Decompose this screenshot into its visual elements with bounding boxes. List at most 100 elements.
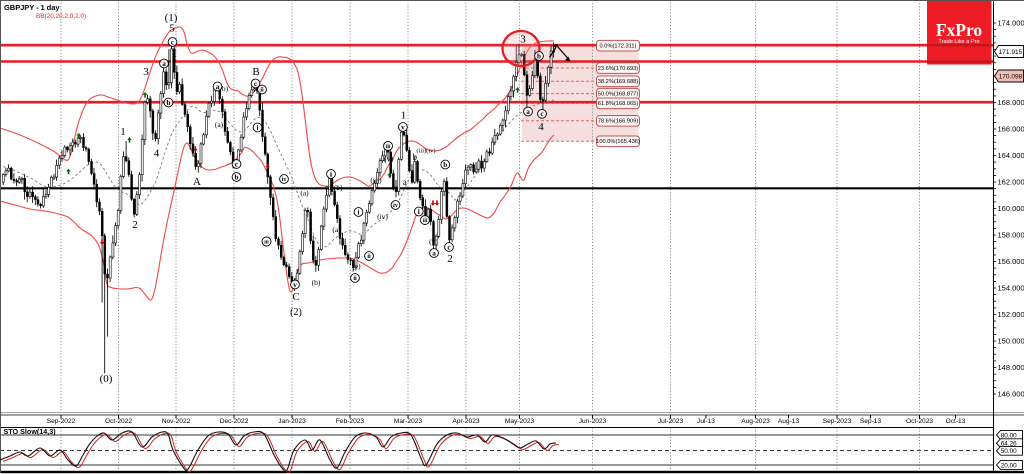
svg-text:(2): (2)	[290, 307, 302, 318]
svg-text:166.000: 166.000	[998, 125, 1024, 134]
svg-text:Oct-2022: Oct-2022	[105, 418, 132, 425]
svg-text:iii: iii	[423, 218, 428, 224]
svg-text:Nov-2022: Nov-2022	[162, 418, 191, 425]
svg-text:FxPro: FxPro	[936, 20, 983, 40]
svg-text:c: c	[235, 160, 239, 168]
svg-text:GBPJPY - 1 day: GBPJPY - 1 day	[4, 3, 60, 12]
svg-text:4: 4	[154, 148, 160, 160]
svg-text:Jul-2023: Jul-2023	[658, 418, 684, 425]
svg-text:162.000: 162.000	[998, 178, 1024, 187]
svg-text:c: c	[540, 110, 544, 118]
svg-text:iii: iii	[386, 144, 391, 150]
svg-text:Aug-2023: Aug-2023	[741, 418, 770, 425]
svg-text:Sep-2023: Sep-2023	[823, 418, 852, 425]
svg-text:(v): (v)	[384, 155, 394, 164]
svg-text:168.000: 168.000	[998, 98, 1024, 107]
svg-text:May-2023: May-2023	[505, 418, 535, 425]
svg-text:61.8%(168.065): 61.8%(168.065)	[598, 101, 639, 107]
svg-text:80.00: 80.00	[1001, 432, 1017, 439]
svg-text:B: B	[252, 66, 259, 78]
svg-text:50.0%(168.877): 50.0%(168.877)	[598, 92, 639, 98]
svg-text:23.6%(170.693): 23.6%(170.693)	[598, 66, 639, 72]
svg-text:ii: ii	[367, 254, 371, 260]
svg-text:(v): (v)	[429, 237, 438, 246]
svg-text:v: v	[293, 281, 297, 289]
svg-text:a: a	[162, 60, 166, 68]
svg-text:i: i	[257, 124, 259, 132]
svg-text:b): b)	[222, 84, 229, 93]
svg-text:4: 4	[538, 121, 544, 133]
svg-text:(0): (0)	[100, 373, 113, 385]
svg-text:Jan-2023: Jan-2023	[278, 418, 306, 425]
svg-text:c: c	[419, 192, 423, 202]
svg-text:ii: ii	[353, 276, 357, 282]
svg-text:iv: iv	[393, 203, 398, 209]
svg-text:(b): (b)	[312, 278, 321, 287]
svg-text:3: 3	[143, 66, 149, 78]
svg-text:(a): (a)	[215, 120, 224, 129]
svg-text:154.000: 154.000	[998, 284, 1024, 293]
svg-text:C: C	[292, 291, 299, 303]
svg-text:BB(20,20,2.0,2.0): BB(20,20,2.0,2.0)	[36, 13, 86, 20]
svg-text:c: c	[447, 243, 451, 251]
svg-text:1: 1	[120, 126, 126, 138]
svg-text:Oct-2023: Oct-2023	[906, 418, 933, 425]
svg-text:iii: iii	[264, 239, 269, 245]
svg-text:Dec-2022: Dec-2022	[220, 418, 249, 425]
svg-text:156.000: 156.000	[998, 257, 1024, 266]
svg-text:i: i	[330, 170, 332, 178]
svg-text:a: a	[432, 249, 436, 257]
svg-text:Sep-13: Sep-13	[860, 418, 882, 425]
svg-text:2: 2	[447, 253, 453, 265]
svg-text:c: c	[171, 38, 175, 46]
svg-text:a: a	[403, 177, 407, 187]
svg-text:(iv): (iv)	[377, 212, 388, 221]
svg-text:(a): (a)	[300, 189, 309, 198]
svg-text:(iii)(iv): (iii)(iv)	[416, 148, 435, 155]
svg-text:a: a	[526, 108, 530, 116]
svg-text:(c)(b): (c)(b)	[325, 183, 343, 192]
svg-text:iv: iv	[282, 177, 287, 183]
svg-text:b: b	[443, 161, 447, 169]
svg-text:ii: ii	[260, 88, 264, 94]
svg-text:146.000: 146.000	[998, 390, 1024, 399]
svg-text:Jun-2023: Jun-2023	[579, 418, 607, 425]
svg-text:(e): (e)	[352, 262, 361, 271]
svg-text:0.0%(172.311): 0.0%(172.311)	[600, 44, 637, 50]
svg-text:50.00: 50.00	[1001, 448, 1017, 455]
svg-text:Oct-13: Oct-13	[946, 418, 966, 425]
svg-text:78.6%(166.909): 78.6%(166.909)	[598, 119, 639, 125]
svg-text:171.915: 171.915	[999, 49, 1023, 56]
svg-text:STO Slow(14,3): STO Slow(14,3)	[4, 427, 57, 436]
svg-text:b: b	[412, 152, 417, 162]
svg-text:100.0%(165.436): 100.0%(165.436)	[596, 139, 640, 145]
svg-text:1: 1	[401, 110, 407, 122]
svg-text:150.000: 150.000	[998, 337, 1024, 346]
svg-text:i: i	[418, 208, 420, 216]
svg-text:Apr-2023: Apr-2023	[452, 418, 479, 425]
svg-text:b: b	[235, 173, 239, 181]
svg-text:Mar-2023: Mar-2023	[394, 418, 423, 425]
svg-text:3: 3	[520, 34, 526, 46]
svg-text:Aug-13: Aug-13	[778, 418, 800, 425]
svg-text:160.000: 160.000	[998, 204, 1024, 213]
svg-text:v: v	[401, 123, 405, 131]
svg-text:(iii): (iii)	[370, 176, 382, 185]
svg-text:b: b	[167, 99, 171, 107]
svg-text:5: 5	[169, 23, 175, 35]
svg-text:64.26: 64.26	[1001, 441, 1017, 448]
svg-text:i: i	[358, 208, 360, 216]
svg-text:A: A	[193, 176, 201, 188]
svg-text:158.000: 158.000	[998, 231, 1024, 240]
svg-text:c: c	[254, 80, 258, 88]
svg-text:152.000: 152.000	[998, 310, 1024, 319]
svg-text:Trade Like a Pro: Trade Like a Pro	[938, 39, 979, 45]
svg-text:2: 2	[132, 219, 138, 231]
svg-text:38.2%(169.688): 38.2%(169.688)	[598, 79, 639, 85]
svg-text:Feb-2023: Feb-2023	[336, 418, 365, 425]
svg-text:164.000: 164.000	[998, 151, 1024, 160]
svg-text:(1): (1)	[165, 12, 178, 24]
svg-text:Jul-13: Jul-13	[697, 418, 715, 425]
svg-text:Sep-2022: Sep-2022	[47, 418, 76, 425]
svg-text:174.000: 174.000	[998, 19, 1024, 28]
